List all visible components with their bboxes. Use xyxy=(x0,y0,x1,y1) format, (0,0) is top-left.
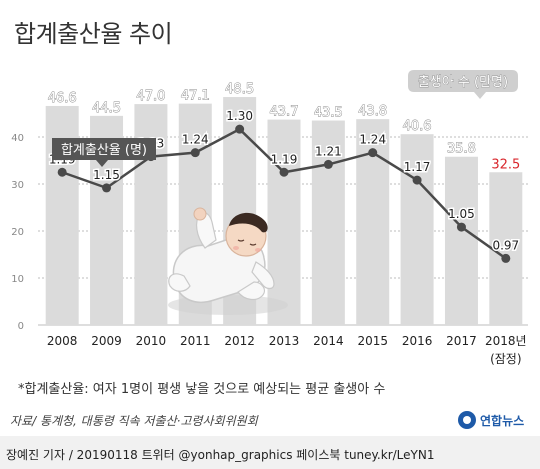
source-text: 자료/ 통계청, 대통령 직속 저출산·고령사회위원회 xyxy=(10,414,258,428)
rate-value-label: 1.30 xyxy=(226,109,253,123)
rate-value-label: 1.05 xyxy=(448,207,475,221)
rate-value-label: 0.97 xyxy=(492,238,519,252)
bar xyxy=(267,119,301,325)
bar-value-label: 47.0 xyxy=(136,89,165,104)
rate-point xyxy=(501,253,511,263)
bar xyxy=(489,172,523,325)
bar-legend-tag xyxy=(408,70,518,99)
rate-value-label: 1.19 xyxy=(271,152,298,166)
x-tick-label: 2015 xyxy=(357,334,388,348)
bar-value-label: 48.5 xyxy=(225,82,254,97)
rate-value-label: 1.15 xyxy=(93,168,120,182)
x-axis: 2008 2009 2010 2011 2012 2013 2014 2015 2016 2017… xyxy=(47,334,527,366)
line-legend-tag xyxy=(52,138,156,167)
x-tick-label: 2016 xyxy=(402,334,433,348)
bar-value-label: 40.6 xyxy=(403,119,432,134)
rate-point xyxy=(323,159,333,169)
bar xyxy=(311,120,345,325)
yonhap-logo-icon xyxy=(458,411,476,429)
y-tick-label: 10 xyxy=(11,274,24,285)
logo-text: 연합뉴스 xyxy=(480,414,525,428)
bar-value-label: 43.8 xyxy=(358,104,387,119)
rate-value-label: 1.24 xyxy=(359,133,386,147)
y-tick-label: 40 xyxy=(11,133,24,144)
rate-point xyxy=(235,124,245,134)
x-tick-label: 2010 xyxy=(136,334,167,348)
credit-bar xyxy=(0,436,540,469)
rate-point xyxy=(412,175,422,185)
rate-point xyxy=(279,167,289,177)
x-tick-sublabel: (잠정) xyxy=(490,352,521,366)
x-tick-label: 2012 xyxy=(224,334,255,348)
rate-value-label: 1.24 xyxy=(182,133,209,147)
chart-title: 합계출산율 추이 xyxy=(14,20,173,48)
bar-value-label: 44.5 xyxy=(92,101,121,116)
bar-value-label: 46.6 xyxy=(48,91,77,106)
x-tick-label: 2017 xyxy=(446,334,477,348)
bar-value-label: 47.1 xyxy=(181,89,210,104)
rate-value-label: 1.17 xyxy=(404,160,431,174)
x-tick-label: 2014 xyxy=(313,334,344,348)
footnote: *합계출산율: 여자 1명이 평생 낳을 것으로 예상되는 평균 출생아 수 xyxy=(18,382,386,397)
rate-point xyxy=(102,183,112,193)
bar-value-label: 32.5 xyxy=(491,157,520,172)
line-legend-label: 합계출산율 (명) xyxy=(61,143,147,158)
yonhap-logo: 연합뉴스 xyxy=(458,410,538,432)
y-tick-label: 30 xyxy=(11,180,24,191)
rate-point xyxy=(57,167,67,177)
rate-point xyxy=(190,148,200,158)
baby-illustration xyxy=(168,207,288,315)
bar-value-label: 43.7 xyxy=(270,105,299,120)
bar xyxy=(400,134,434,325)
series-legend: 합계출산율 (명) 출생아 수 (만명) xyxy=(52,70,518,167)
x-tick-label: 2011 xyxy=(180,334,211,348)
y-tick-label: 20 xyxy=(11,227,24,238)
x-tick-label: 2009 xyxy=(91,334,122,348)
data-labels: 46.6 44.5 47.0 47.1 48.5 43.7 43.5 43.8 40.6 35.8… xyxy=(47,82,520,254)
bar xyxy=(444,156,478,325)
rate-point xyxy=(456,222,466,232)
bar-legend-label: 출생아 수 (만명) xyxy=(418,75,508,90)
bar-value-label: 43.5 xyxy=(314,106,343,121)
x-tick-label: 2013 xyxy=(269,334,300,348)
bar-value-label: 35.8 xyxy=(447,142,476,157)
rate-point xyxy=(368,148,378,158)
x-tick-label: 2008 xyxy=(47,334,78,348)
x-tick-label: 2018년 xyxy=(485,334,527,348)
credit-line: 장예진 기자 / 20190118 트위터 @yonhap_graphics 페… xyxy=(6,448,435,462)
rate-value-label: 1.21 xyxy=(315,144,342,158)
y-tick-label: 0 xyxy=(18,321,24,332)
